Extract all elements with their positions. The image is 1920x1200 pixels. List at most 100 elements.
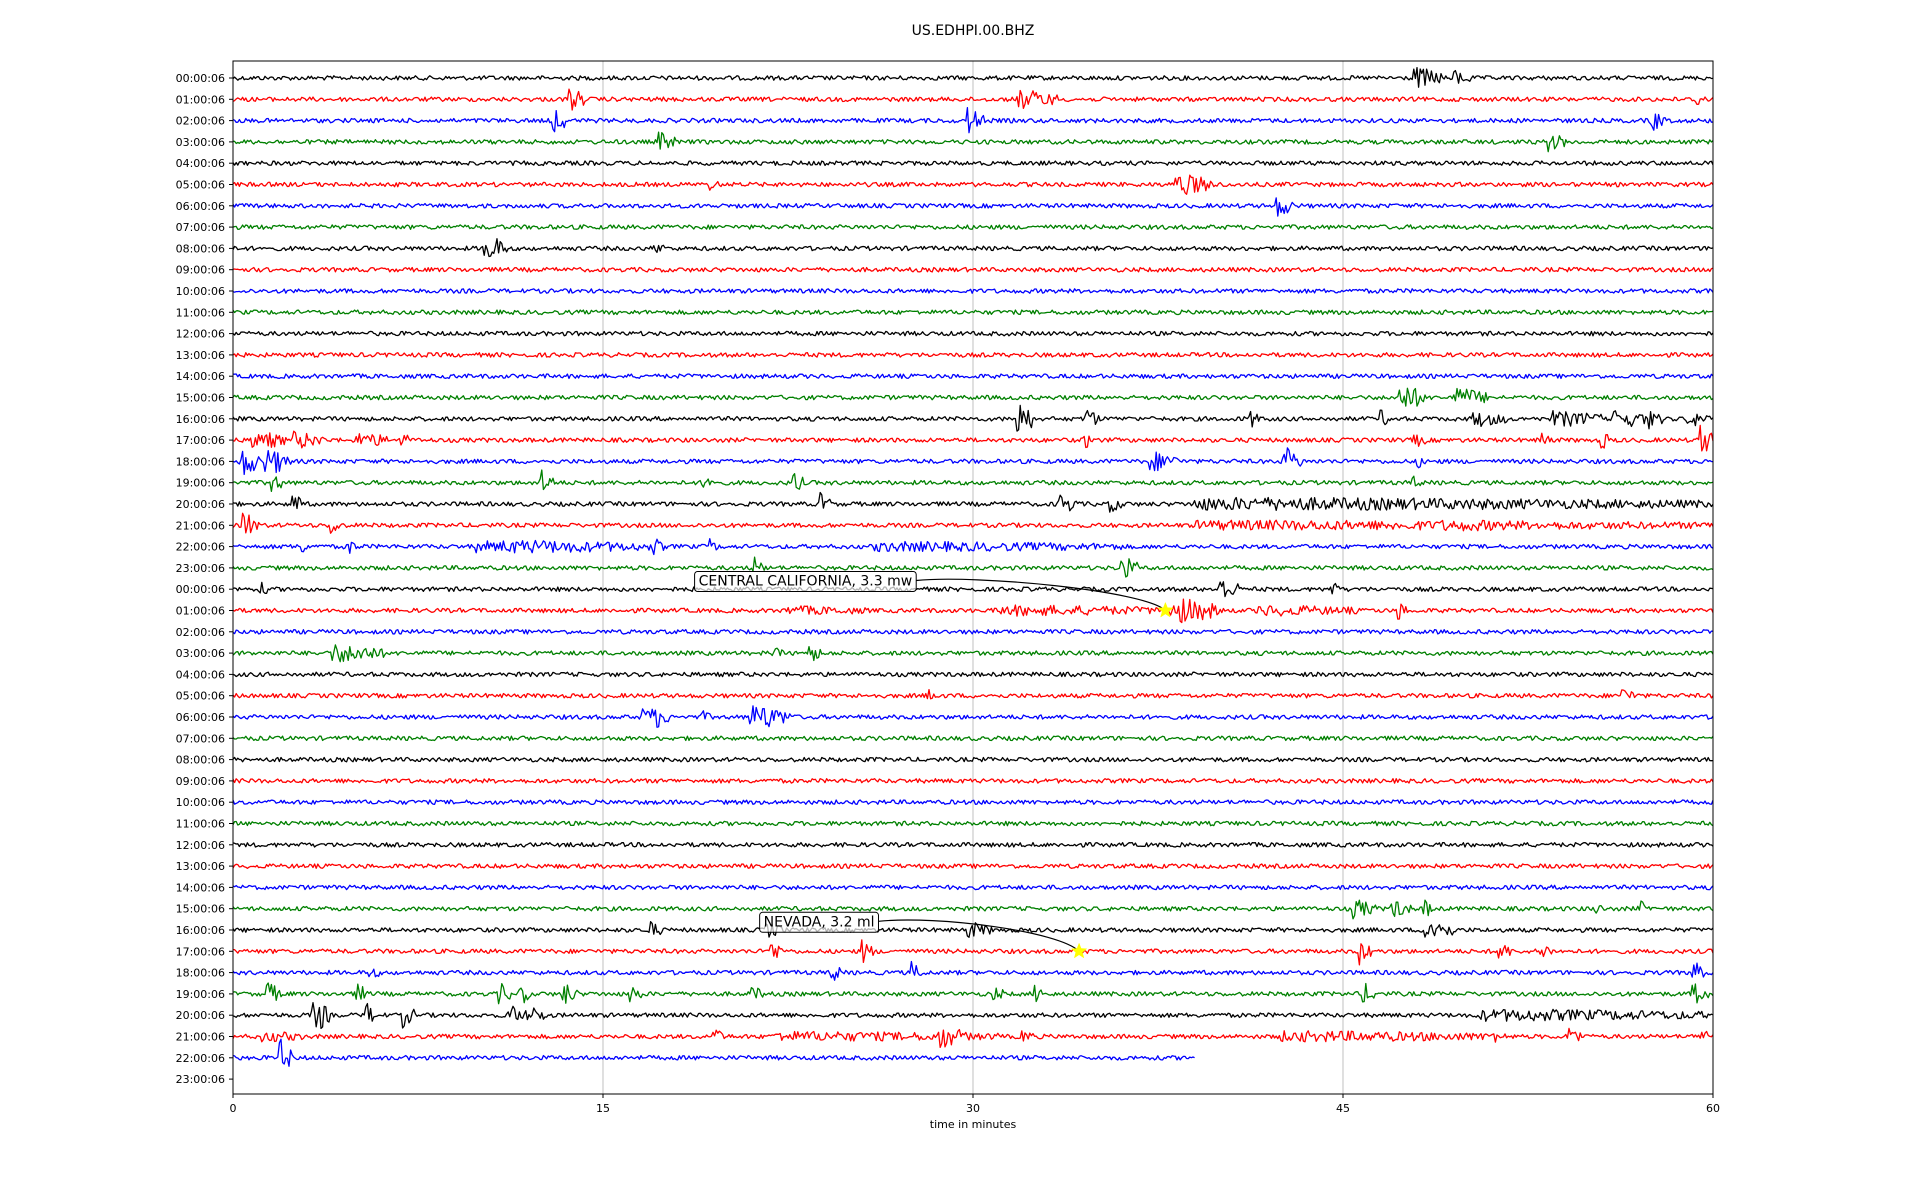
- y-tick-label: 17:00:06: [176, 945, 225, 958]
- trace-row: [232, 447, 1714, 476]
- event-annotations: CENTRAL CALIFORNIA, 3.3 mw NEVADA, 3.2 ml: [694, 571, 1174, 959]
- y-tick-label: 07:00:06: [176, 221, 225, 234]
- trace-row: [232, 174, 1714, 195]
- trace-row: [232, 556, 1714, 578]
- trace-row: [232, 469, 1714, 493]
- y-tick-label: 11:00:06: [176, 306, 225, 319]
- trace-row: [232, 309, 1714, 316]
- y-tick-label: 23:00:06: [176, 1073, 225, 1086]
- y-tick-label: 01:00:06: [176, 605, 225, 618]
- trace-row: [232, 107, 1714, 134]
- y-tick-label: 10:00:06: [176, 285, 225, 298]
- trace-row: [232, 735, 1714, 742]
- y-tick-label: 00:00:06: [176, 583, 225, 596]
- y-tick-label: 08:00:06: [176, 754, 225, 767]
- event-label: CENTRAL CALIFORNIA, 3.3 mw: [699, 574, 913, 590]
- trace-row: [232, 960, 1714, 981]
- x-tick-label: 0: [230, 1102, 237, 1115]
- x-tick-label: 45: [1336, 1102, 1350, 1115]
- y-tick-label: 19:00:06: [176, 988, 225, 1001]
- y-tick-label: 11:00:06: [176, 818, 225, 831]
- trace-row: [232, 982, 1714, 1005]
- trace-row: [232, 404, 1714, 432]
- event-connector: [916, 578, 1166, 611]
- trace-row: [232, 705, 1714, 728]
- y-tick-label: 18:00:06: [176, 967, 225, 980]
- y-tick-label: 23:00:06: [176, 562, 225, 575]
- y-tick-label: 20:00:06: [176, 498, 225, 511]
- y-tick-label: 10:00:06: [176, 796, 225, 809]
- trace-row: [232, 330, 1714, 337]
- trace-row: [232, 598, 1714, 624]
- event-star-marker: [1157, 601, 1174, 618]
- trace-row: [232, 88, 1714, 111]
- trace-row: [232, 491, 1714, 513]
- trace-row: [232, 352, 1714, 358]
- y-tick-label: 07:00:06: [176, 732, 225, 745]
- y-tick-label: 16:00:06: [176, 924, 225, 937]
- x-tick-label: 60: [1706, 1102, 1720, 1115]
- y-axis-ticks: 00:00:06 01:00:06 02:00:06 03:00:06 04:00:06…: [176, 72, 233, 1086]
- y-tick-label: 21:00:06: [176, 519, 225, 532]
- seismogram-traces: [232, 66, 1714, 1067]
- y-tick-label: 08:00:06: [176, 242, 225, 255]
- y-tick-label: 22:00:06: [176, 541, 225, 554]
- event-annotation: NEVADA, 3.2 ml: [759, 911, 1088, 959]
- trace-row: [232, 1038, 1195, 1067]
- trace-row: [232, 160, 1714, 167]
- y-tick-label: 16:00:06: [176, 413, 225, 426]
- y-tick-label: 15:00:06: [176, 903, 225, 916]
- event-label-box: [694, 571, 917, 592]
- trace-row: [232, 581, 1714, 598]
- trace-row: [232, 628, 1714, 635]
- trace-row: [232, 424, 1714, 452]
- trace-row: [232, 266, 1714, 273]
- trace-row: [232, 799, 1714, 806]
- y-tick-label: 20:00:06: [176, 1009, 225, 1022]
- y-tick-label: 04:00:06: [176, 668, 225, 681]
- y-tick-label: 01:00:06: [176, 93, 225, 106]
- y-tick-label: 02:00:06: [176, 115, 225, 128]
- event-star-marker: [1070, 942, 1088, 959]
- trace-row: [232, 238, 1714, 258]
- trace-row: [232, 899, 1714, 920]
- trace-row: [232, 131, 1714, 153]
- trace-row: [232, 863, 1714, 869]
- trace-row: [232, 671, 1714, 678]
- grid-lines: [602, 61, 1344, 1094]
- trace-row: [232, 644, 1714, 663]
- trace-row: [232, 288, 1714, 294]
- trace-row: [232, 820, 1714, 827]
- y-tick-label: 00:00:06: [176, 72, 225, 85]
- y-tick-label: 06:00:06: [176, 711, 225, 724]
- trace-row: [232, 512, 1714, 534]
- x-tick-label: 30: [966, 1102, 980, 1115]
- y-tick-label: 19:00:06: [176, 477, 225, 490]
- trace-row: [232, 841, 1714, 848]
- y-tick-label: 03:00:06: [176, 136, 225, 149]
- trace-row: [232, 387, 1714, 407]
- event-label: NEVADA, 3.2 ml: [764, 914, 875, 930]
- y-tick-label: 04:00:06: [176, 157, 225, 170]
- y-tick-label: 13:00:06: [176, 349, 225, 362]
- y-tick-label: 21:00:06: [176, 1031, 225, 1044]
- y-tick-label: 12:00:06: [176, 839, 225, 852]
- trace-row: [232, 1027, 1714, 1049]
- y-tick-label: 18:00:06: [176, 455, 225, 468]
- trace-row: [232, 939, 1714, 966]
- y-tick-label: 09:00:06: [176, 775, 225, 788]
- trace-row: [232, 224, 1714, 230]
- y-tick-label: 02:00:06: [176, 626, 225, 639]
- y-tick-label: 12:00:06: [176, 328, 225, 341]
- trace-row: [232, 1002, 1714, 1030]
- y-tick-label: 17:00:06: [176, 434, 225, 447]
- event-connector: [878, 919, 1080, 952]
- trace-row: [232, 778, 1714, 784]
- x-axis-ticks: 0 15 30 45 60: [230, 1094, 1720, 1115]
- y-tick-label: 22:00:06: [176, 1052, 225, 1065]
- x-axis-label: time in minutes: [930, 1118, 1017, 1131]
- trace-row: [232, 538, 1714, 556]
- y-tick-label: 03:00:06: [176, 647, 225, 660]
- y-tick-label: 14:00:06: [176, 881, 225, 894]
